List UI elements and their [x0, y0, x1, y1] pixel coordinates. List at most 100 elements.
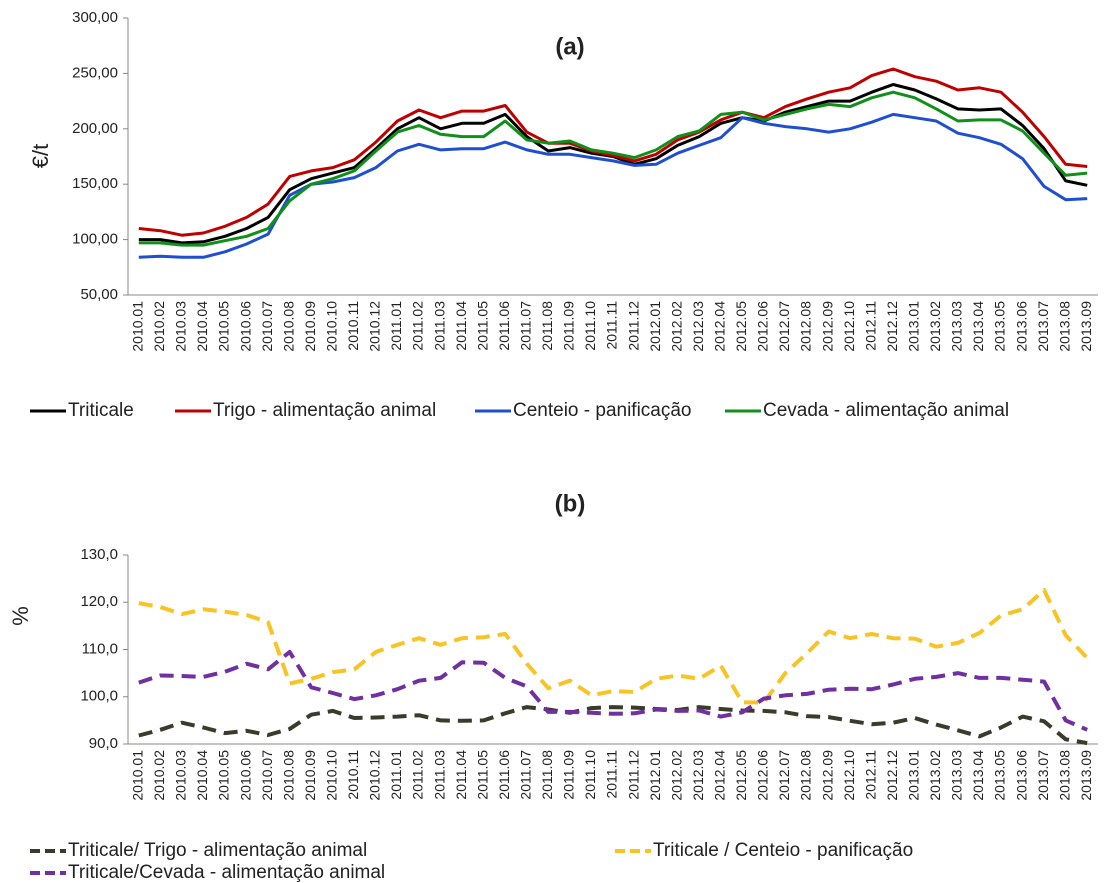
y-tick-label: 130,0	[80, 546, 118, 563]
x-tick-label: 2011.12	[625, 301, 641, 351]
x-tick-label: 2012.07	[776, 750, 792, 801]
series-line	[138, 588, 1089, 705]
x-tick-label: 2010.07	[259, 301, 275, 352]
x-tick-label: 2012.02	[668, 750, 684, 801]
x-tick-label: 2011.05	[474, 301, 490, 351]
x-tick-label: 2013.09	[1078, 301, 1094, 352]
x-tick-label: 2011.02	[410, 750, 426, 800]
legend-label: Centeio - panificação	[513, 400, 692, 421]
legend-label: Cevada - alimentação animal	[763, 400, 1009, 421]
x-tick-label: 2010.02	[151, 301, 167, 352]
x-tick-label: 2010.04	[194, 301, 210, 352]
x-tick-label: 2011.12	[625, 750, 641, 800]
x-tick-label: 2013.05	[992, 301, 1008, 352]
x-tick-label: 2011.07	[517, 301, 533, 351]
x-tick-label: 2012.04	[711, 301, 727, 352]
x-tick-label: 2011.01	[388, 301, 404, 351]
x-tick-label: 2010.01	[129, 750, 145, 801]
x-tick-label: 2012.06	[755, 301, 771, 352]
y-axis-label: %	[8, 606, 33, 626]
x-tick-label: 2012.05	[733, 750, 749, 801]
series-line	[138, 705, 1088, 746]
x-tick-label: 2013.08	[1056, 750, 1072, 801]
x-tick-label: 2010.12	[367, 750, 383, 801]
x-tick-label: 2012.11	[862, 750, 878, 800]
x-tick-label: 2011.05	[474, 750, 490, 800]
x-tick-label: 2013.04	[970, 750, 986, 801]
x-tick-label: 2013.02	[927, 301, 943, 352]
x-tick-label: 2013.05	[992, 750, 1008, 801]
x-tick-label: 2011.04	[453, 750, 469, 800]
y-axis-label: €/t	[28, 144, 53, 168]
x-tick-label: 2010.08	[280, 301, 296, 352]
x-tick-label: 2011.06	[496, 301, 512, 351]
y-tick-label: 250,00	[72, 64, 118, 81]
x-tick-label: 2011.11	[604, 750, 620, 799]
x-tick-label: 2013.04	[970, 301, 986, 352]
x-tick-label: 2012.03	[690, 301, 706, 352]
x-tick-label: 2013.09	[1078, 750, 1094, 801]
x-tick-label: 2010.07	[259, 750, 275, 801]
x-tick-label: 2011.04	[453, 301, 469, 351]
x-tick-label: 2011.03	[431, 750, 447, 800]
x-tick-label: 2013.06	[1013, 301, 1029, 352]
x-tick-label: 2011.10	[582, 750, 598, 800]
x-tick-label: 2012.01	[647, 750, 663, 801]
x-tick-label: 2011.09	[561, 301, 577, 351]
x-tick-label: 2010.04	[194, 750, 210, 801]
x-tick-label: 2010.08	[280, 750, 296, 801]
x-tick-label: 2010.10	[323, 750, 339, 801]
x-tick-label: 2011.10	[582, 301, 598, 351]
y-tick-label: 150,00	[72, 175, 118, 192]
x-tick-label: 2011.11	[604, 301, 620, 350]
x-tick-label: 2012.07	[776, 301, 792, 352]
y-tick-label: 200,00	[72, 120, 118, 137]
x-tick-label: 2013.08	[1056, 301, 1072, 352]
series-line	[138, 83, 1088, 245]
x-tick-label: 2012.01	[647, 301, 663, 352]
x-tick-label: 2013.01	[905, 301, 921, 352]
x-tick-label: 2010.06	[237, 301, 253, 352]
x-tick-label: 2012.10	[841, 301, 857, 352]
legend-label: Triticale/ Trigo - alimentação animal	[68, 840, 367, 861]
x-tick-label: 2011.01	[388, 750, 404, 800]
x-tick-label: 2010.11	[345, 301, 361, 351]
x-tick-label: 2010.06	[237, 750, 253, 801]
x-tick-label: 2012.09	[819, 301, 835, 352]
legend-label: Triticale	[68, 400, 134, 421]
chart-title: (a)	[555, 33, 584, 60]
series-line	[138, 67, 1088, 237]
x-tick-label: 2010.03	[173, 301, 189, 352]
y-tick-label: 120,0	[80, 593, 118, 610]
series-line	[138, 112, 1088, 259]
x-tick-label: 2012.10	[841, 750, 857, 801]
x-tick-label: 2012.08	[798, 301, 814, 352]
y-tick-label: 110,0	[82, 640, 118, 657]
x-tick-label: 2012.11	[862, 301, 878, 351]
x-tick-label: 2013.03	[949, 301, 965, 352]
y-tick-label: 90,0	[89, 735, 118, 752]
y-tick-label: 100,0	[80, 688, 118, 705]
x-tick-label: 2010.10	[323, 301, 339, 352]
x-tick-label: 2013.06	[1013, 750, 1029, 801]
x-tick-label: 2011.08	[539, 750, 555, 800]
x-tick-label: 2011.08	[539, 301, 555, 351]
x-tick-label: 2011.02	[410, 301, 426, 351]
x-tick-label: 2011.09	[561, 750, 577, 800]
x-tick-label: 2012.08	[798, 750, 814, 801]
chart-title: (b)	[555, 490, 586, 517]
x-tick-label: 2012.03	[690, 750, 706, 801]
x-tick-label: 2012.12	[884, 750, 900, 801]
x-tick-label: 2011.07	[517, 750, 533, 800]
y-tick-label: 50,00	[80, 286, 118, 303]
series-line	[138, 649, 1089, 732]
x-tick-label: 2012.06	[755, 750, 771, 801]
x-tick-label: 2011.06	[496, 750, 512, 800]
x-tick-label: 2012.12	[884, 301, 900, 352]
x-tick-label: 2010.03	[173, 750, 189, 801]
legend-label: Trigo - alimentação animal	[213, 400, 436, 421]
x-tick-label: 2012.09	[819, 750, 835, 801]
x-tick-label: 2012.04	[711, 750, 727, 801]
y-tick-label: 100,00	[72, 231, 118, 248]
